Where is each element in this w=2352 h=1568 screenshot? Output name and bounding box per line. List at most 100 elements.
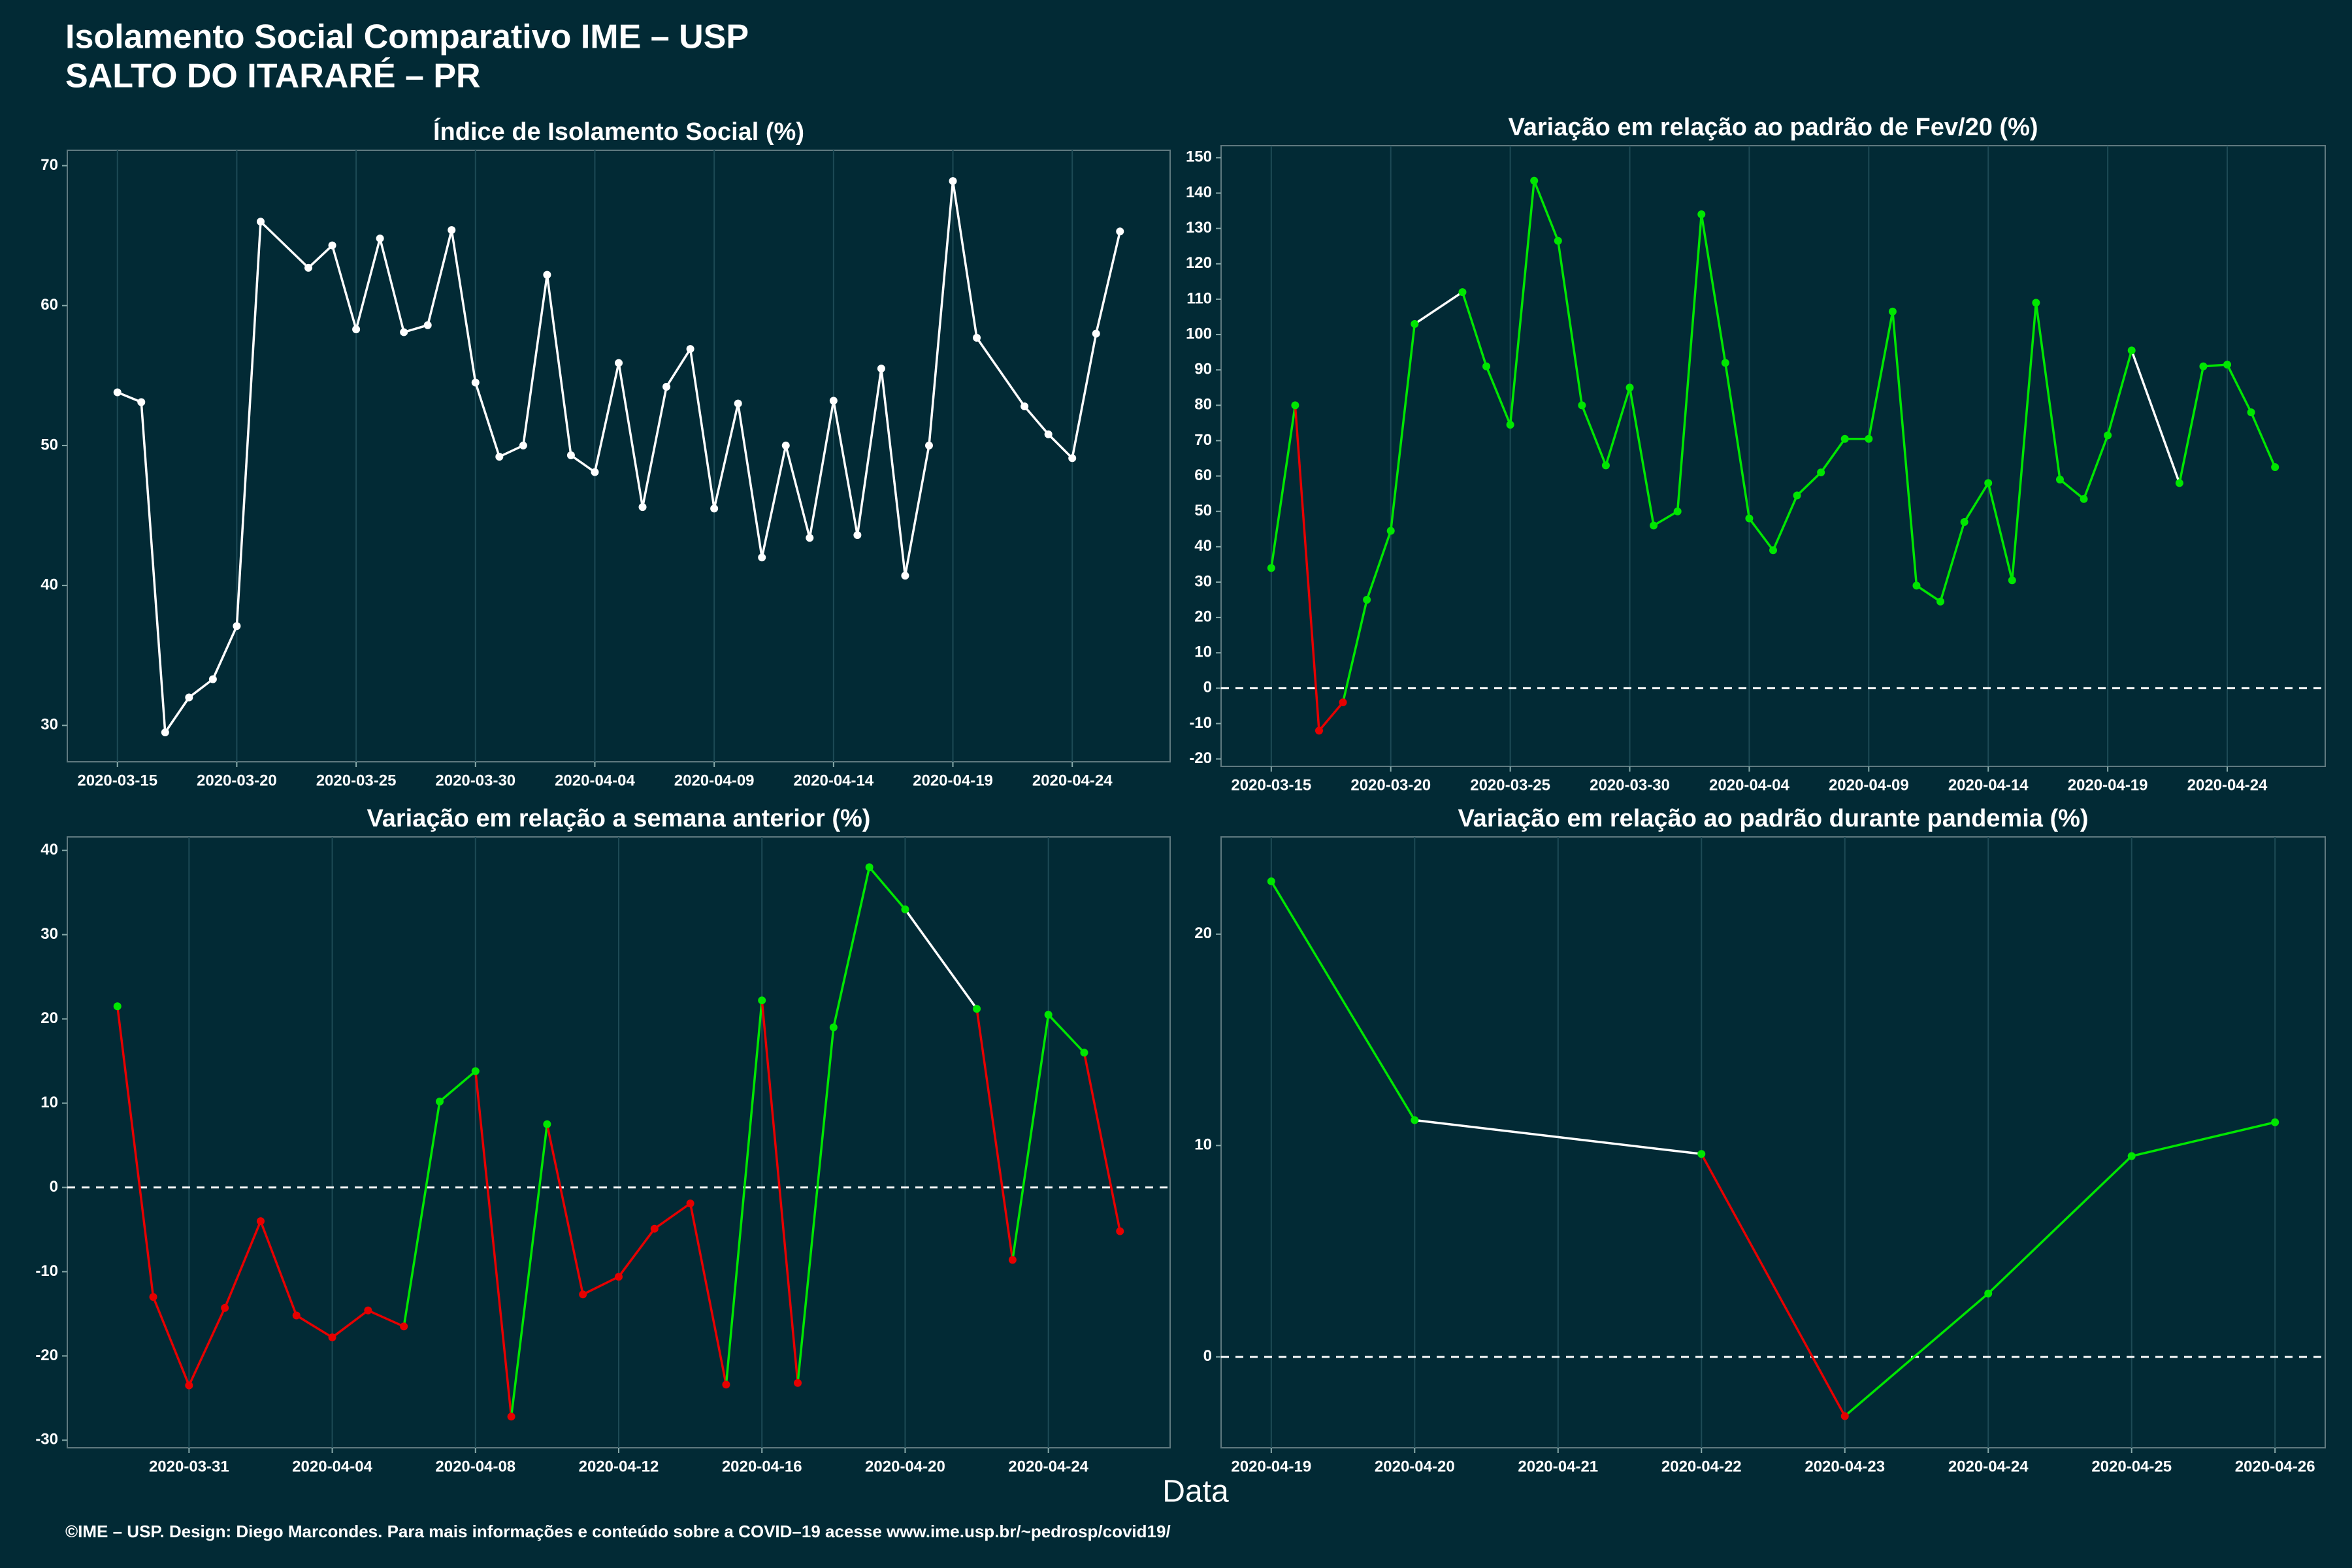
y-tick-label: 70	[1194, 431, 1212, 449]
point	[448, 226, 456, 235]
point	[1673, 507, 1682, 515]
line-segment	[1963, 482, 1989, 523]
line-segment	[928, 180, 955, 446]
point	[2008, 576, 2016, 585]
point	[734, 399, 742, 408]
point	[1021, 402, 1029, 410]
line-segment	[736, 403, 763, 558]
line-segment	[2034, 302, 2061, 480]
x-tick-label: 2020-04-09	[1829, 776, 1909, 794]
point	[794, 1379, 802, 1387]
line-segment	[331, 1309, 369, 1339]
point	[1865, 434, 1873, 443]
line-segment	[1867, 311, 1894, 440]
point	[877, 365, 885, 373]
line-segment	[808, 400, 835, 538]
point	[507, 1413, 515, 1421]
point	[722, 1380, 730, 1389]
y-tick-label: -30	[35, 1431, 58, 1448]
line-segment	[1047, 1013, 1085, 1054]
line-segment	[259, 1220, 298, 1316]
x-tick-label: 2020-04-19	[1231, 1458, 1311, 1475]
line-segment	[1724, 363, 1751, 519]
x-tick-label: 2020-03-25	[1470, 776, 1550, 794]
caption: ©IME – USP. Design: Diego Marcondes. Par…	[65, 1522, 1171, 1541]
point	[2055, 475, 2064, 483]
line-segment	[832, 867, 871, 1028]
point	[650, 1224, 659, 1233]
x-tick-label: 2020-03-31	[149, 1458, 229, 1475]
line-segment	[1676, 214, 1703, 512]
line-segment	[450, 229, 477, 383]
main-title: Isolamento Social Comparativo IME – USP	[65, 18, 749, 56]
line-segment	[1294, 405, 1320, 731]
point	[471, 1067, 480, 1075]
line-segment	[1011, 1014, 1050, 1260]
line-segment	[2082, 434, 2109, 500]
point	[1650, 521, 1658, 530]
point	[292, 1311, 301, 1320]
line-segment	[259, 220, 310, 269]
y-tick-label: 0	[1203, 1347, 1212, 1365]
line-segment	[378, 238, 405, 333]
point	[543, 270, 551, 279]
line-segment	[2011, 302, 2038, 581]
line-segment	[331, 245, 357, 330]
line-segment	[1796, 471, 1822, 497]
y-tick-label: 40	[41, 841, 58, 858]
line-segment	[1939, 521, 1966, 602]
line-segment	[868, 866, 906, 911]
y-tick-label: 0	[1203, 679, 1212, 696]
y-tick-label: 20	[1194, 924, 1212, 942]
line-segment	[570, 454, 596, 474]
line-segment	[1628, 387, 1655, 526]
point	[233, 622, 241, 630]
line-segment	[796, 1027, 835, 1383]
point	[435, 1097, 444, 1105]
y-tick-label: 10	[1194, 1136, 1212, 1154]
line-segment	[223, 1220, 262, 1309]
y-tick-label: 10	[41, 1094, 58, 1111]
x-tick-label: 2020-03-20	[197, 772, 277, 789]
line-segment	[140, 402, 167, 733]
point	[1578, 401, 1586, 410]
line-segment	[355, 238, 382, 330]
line-segment	[951, 180, 978, 338]
point	[376, 234, 384, 242]
point	[1291, 401, 1299, 410]
point	[423, 321, 432, 329]
x-tick-label: 2020-04-19	[2068, 776, 2148, 794]
point	[901, 905, 909, 913]
line-segment	[1461, 291, 1488, 367]
line-segment	[474, 1071, 513, 1417]
line-segment	[975, 1008, 1014, 1260]
x-tick-label: 2020-04-09	[674, 772, 755, 789]
x-tick-label: 2020-03-15	[77, 772, 157, 789]
x-tick-label: 2020-04-24	[1008, 1458, 1088, 1475]
point	[256, 1217, 265, 1226]
point	[1386, 527, 1395, 535]
point	[686, 1200, 694, 1207]
line-segment	[2178, 366, 2205, 483]
x-tick-label: 2020-04-20	[865, 1458, 945, 1475]
point	[1116, 227, 1124, 236]
point	[2032, 299, 2040, 307]
line-segment	[617, 363, 644, 508]
point	[1482, 362, 1491, 370]
line-segment	[212, 625, 238, 680]
point	[161, 728, 169, 737]
point	[901, 572, 909, 580]
point	[758, 553, 766, 562]
line-segment	[2131, 1121, 2276, 1158]
line-segment	[1916, 584, 1942, 603]
point	[1363, 596, 1371, 604]
plot-area	[67, 150, 1171, 762]
x-tick-label: 2020-04-19	[913, 772, 993, 789]
y-tick-label: 30	[41, 716, 58, 734]
line-segment	[2106, 350, 2133, 436]
y-tick-label: 100	[1186, 325, 1212, 342]
line-segment	[1557, 240, 1584, 406]
line-segment	[367, 1309, 404, 1328]
line-segment	[295, 1315, 333, 1339]
